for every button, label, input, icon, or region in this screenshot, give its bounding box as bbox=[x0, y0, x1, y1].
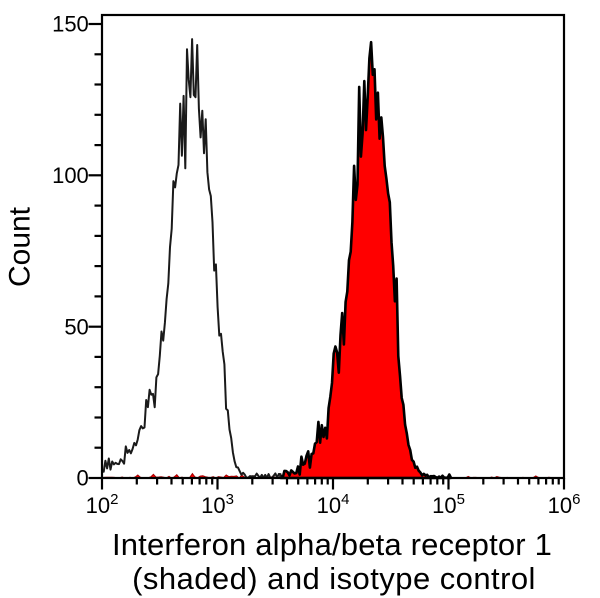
svg-text:150: 150 bbox=[52, 12, 89, 37]
svg-text:100: 100 bbox=[52, 163, 89, 188]
svg-text:50: 50 bbox=[64, 314, 88, 339]
svg-text:Count: Count bbox=[4, 206, 37, 287]
svg-text:0: 0 bbox=[77, 466, 89, 491]
svg-text:Interferon alpha/beta receptor: Interferon alpha/beta receptor 1 bbox=[112, 527, 552, 562]
svg-text:(shaded) and isotype control: (shaded) and isotype control bbox=[132, 561, 536, 596]
